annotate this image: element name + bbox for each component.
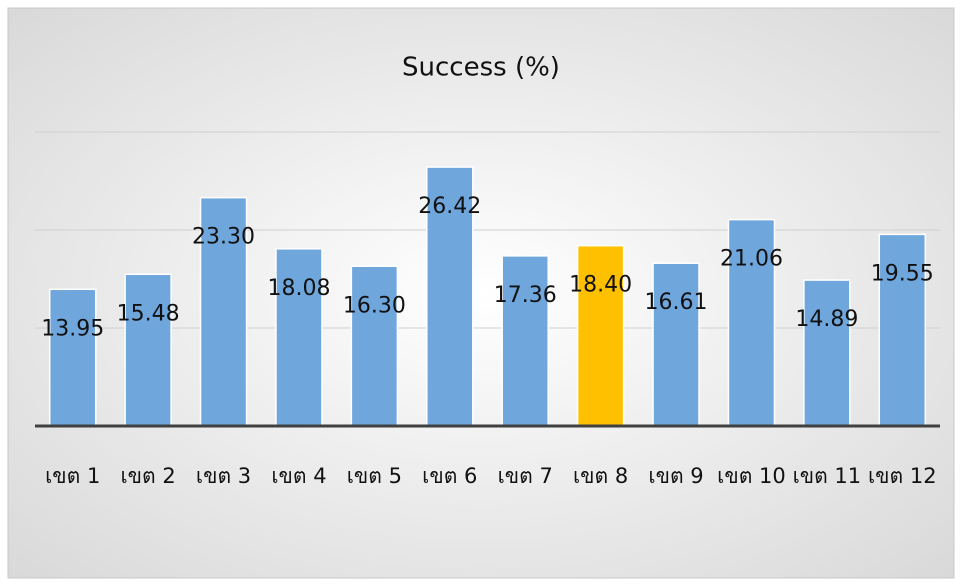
bar [652, 262, 700, 427]
x-tick-label: เขต 7 [497, 464, 553, 488]
bar [727, 218, 776, 427]
data-label: 13.95 [41, 316, 104, 341]
x-tick-label: เขต 2 [120, 464, 176, 488]
x-tick-label: เขต 8 [573, 464, 629, 488]
chart-title: Success (%) [402, 53, 560, 83]
data-label: 14.89 [795, 307, 858, 332]
x-tick-label: เขต 5 [346, 464, 402, 488]
data-label: 16.61 [645, 290, 708, 315]
data-label: 19.55 [871, 261, 934, 286]
bar [501, 255, 549, 427]
data-label: 23.30 [192, 225, 255, 250]
data-label: 16.30 [343, 293, 406, 318]
data-label: 26.42 [418, 194, 481, 219]
bar [275, 248, 323, 427]
x-tick-label: เขต 4 [271, 464, 327, 488]
data-label: 15.48 [117, 301, 180, 326]
x-tick-label: เขต 9 [648, 464, 704, 488]
x-tick-label: เขต 6 [422, 464, 478, 488]
bar [576, 244, 625, 427]
x-tick-label: เขต 11 [792, 464, 862, 488]
x-tick-label: เขต 10 [717, 464, 786, 488]
x-tick-label: เขต 1 [45, 464, 101, 488]
bar [48, 288, 97, 427]
bar [803, 279, 851, 427]
data-label: 17.36 [494, 283, 557, 308]
bar [350, 265, 399, 427]
data-label: 18.08 [267, 276, 330, 301]
data-label: 18.40 [569, 273, 632, 298]
data-label: 21.06 [720, 247, 783, 272]
bar [124, 273, 172, 427]
bar [878, 233, 927, 427]
x-tick-label: เขต 12 [867, 464, 937, 488]
x-tick-label: เขต 3 [195, 464, 252, 488]
